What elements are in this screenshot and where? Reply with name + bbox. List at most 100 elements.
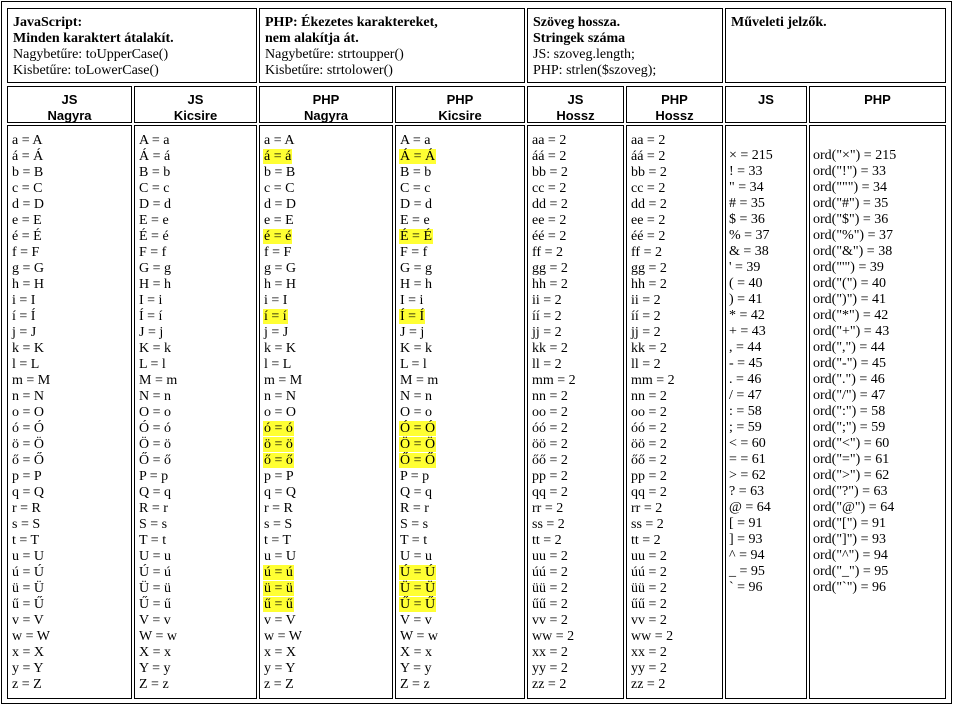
list-item: üü = 2 bbox=[528, 581, 623, 597]
list-item: ő = ő bbox=[260, 453, 392, 469]
list-item-text: Ö = ö bbox=[139, 437, 172, 452]
list-item: ss = 2 bbox=[627, 517, 722, 533]
list-item: Ő = ő bbox=[135, 453, 256, 469]
list-item-text: L = l bbox=[400, 357, 427, 372]
list-item: aa = 2 bbox=[528, 133, 623, 149]
list-item-text: r = R bbox=[12, 501, 41, 516]
list-item-text: F = f bbox=[400, 245, 428, 260]
list-item-text: Í = í bbox=[139, 309, 163, 324]
list-item-text: dd = 2 bbox=[631, 197, 667, 212]
list-item-text: ii = 2 bbox=[532, 293, 562, 308]
list-item: q = Q bbox=[260, 485, 392, 501]
list-item: B = b bbox=[396, 165, 524, 181]
list-item: ( = 40 bbox=[726, 276, 806, 292]
list-item: z = Z bbox=[8, 677, 131, 693]
list-item-text: ord("+") = 43 bbox=[813, 324, 890, 339]
list-item: Ű = Ű bbox=[396, 597, 524, 613]
list-item-text: o = O bbox=[12, 405, 45, 420]
list-item: ord("-") = 45 bbox=[810, 356, 945, 372]
list-item-text: + = 43 bbox=[729, 324, 766, 339]
list-item: ord("×") = 215 bbox=[810, 148, 945, 164]
list-item: Z = z bbox=[396, 677, 524, 693]
list-item-text: kk = 2 bbox=[631, 341, 667, 356]
list-item: . = 46 bbox=[726, 372, 806, 388]
list-item-text: a = A bbox=[264, 133, 295, 148]
list-item-text: × = 215 bbox=[729, 148, 773, 163]
list-item: v = V bbox=[8, 613, 131, 629]
list-item-text: Ö = Ö bbox=[399, 437, 437, 452]
list-item: qq = 2 bbox=[528, 485, 623, 501]
list-item-text: k = K bbox=[264, 341, 297, 356]
list-item: í = Í bbox=[8, 309, 131, 325]
list-item-text: ord("^") = 94 bbox=[813, 548, 888, 563]
list-item: t = T bbox=[260, 533, 392, 549]
list-item: óó = 2 bbox=[528, 421, 623, 437]
list-item: ő = Ő bbox=[8, 453, 131, 469]
list-item-text: E = e bbox=[400, 213, 430, 228]
list-item-text: xx = 2 bbox=[532, 645, 568, 660]
list-item: ff = 2 bbox=[528, 245, 623, 261]
list-item: oo = 2 bbox=[627, 405, 722, 421]
list-item-text: mm = 2 bbox=[631, 373, 675, 388]
list-item: e = E bbox=[8, 213, 131, 229]
list-item: L = l bbox=[396, 357, 524, 373]
list-item: G = g bbox=[396, 261, 524, 277]
list-item: ! = 33 bbox=[726, 164, 806, 180]
list-item: ó = Ó bbox=[8, 421, 131, 437]
list-item-text: ord("$") = 36 bbox=[813, 212, 889, 227]
list-item-text: dd = 2 bbox=[532, 197, 568, 212]
list-item: pp = 2 bbox=[528, 469, 623, 485]
list-item-text: uu = 2 bbox=[532, 549, 568, 564]
list-item-text: Í = Í bbox=[399, 309, 426, 324]
list-item-text: V = v bbox=[139, 613, 171, 628]
list-item-text: n = N bbox=[264, 389, 297, 404]
list-item-text: , = 44 bbox=[729, 340, 762, 355]
list-item-text: c = C bbox=[12, 181, 43, 196]
list-item: x = X bbox=[260, 645, 392, 661]
list-item: ' = 39 bbox=[726, 260, 806, 276]
list-item-text: R = r bbox=[139, 501, 168, 516]
list-item-text: x = X bbox=[264, 645, 297, 660]
header-label: Kicsire bbox=[173, 108, 218, 123]
list-item: ö = Ö bbox=[8, 437, 131, 453]
list-item: & = 38 bbox=[726, 244, 806, 260]
header-label: Nagyra bbox=[303, 108, 349, 123]
list-item-text: ord("(") = 40 bbox=[813, 276, 886, 291]
list-item: ff = 2 bbox=[627, 245, 722, 261]
list-item-text: u = U bbox=[264, 549, 297, 564]
list-item: ű = Ű bbox=[8, 597, 131, 613]
list-item: c = C bbox=[260, 181, 392, 197]
list-item: uu = 2 bbox=[627, 549, 722, 565]
list-item-text: u = U bbox=[12, 549, 45, 564]
header-php-length: PHP Hossz bbox=[626, 86, 723, 123]
list-item: < = 60 bbox=[726, 436, 806, 452]
list-item-text: j = J bbox=[12, 325, 37, 340]
list-item-text: Z = z bbox=[139, 677, 169, 692]
list-item: S = s bbox=[135, 517, 256, 533]
list-item: ^ = 94 bbox=[726, 548, 806, 564]
list-item-text: K = k bbox=[400, 341, 433, 356]
list-item: kk = 2 bbox=[627, 341, 722, 357]
list-item-text: ord("=") = 61 bbox=[813, 452, 890, 467]
list-item-text: m = M bbox=[264, 373, 303, 388]
list-item: N = n bbox=[396, 389, 524, 405]
list-item: Ű = ű bbox=[135, 597, 256, 613]
header-label: Kicsire bbox=[438, 108, 482, 123]
list-item-text: f = F bbox=[264, 245, 292, 260]
list-item: f = F bbox=[260, 245, 392, 261]
desc-title-line: JavaScript: bbox=[13, 15, 83, 30]
header-js-lower: JS Kicsire bbox=[134, 86, 257, 123]
list-item-text: zz = 2 bbox=[532, 677, 567, 692]
list-item-text: f = F bbox=[12, 245, 40, 260]
list-item: T = t bbox=[396, 533, 524, 549]
list-item-text: gg = 2 bbox=[532, 261, 568, 276]
header-php-lower: PHP Kicsire bbox=[395, 86, 525, 123]
list-item-text: úú = 2 bbox=[631, 565, 667, 580]
list-item-text: jj = 2 bbox=[631, 325, 661, 340]
list-item-text: w = W bbox=[264, 629, 302, 644]
list-item: s = S bbox=[260, 517, 392, 533]
list-item-text: í = í bbox=[263, 309, 288, 324]
